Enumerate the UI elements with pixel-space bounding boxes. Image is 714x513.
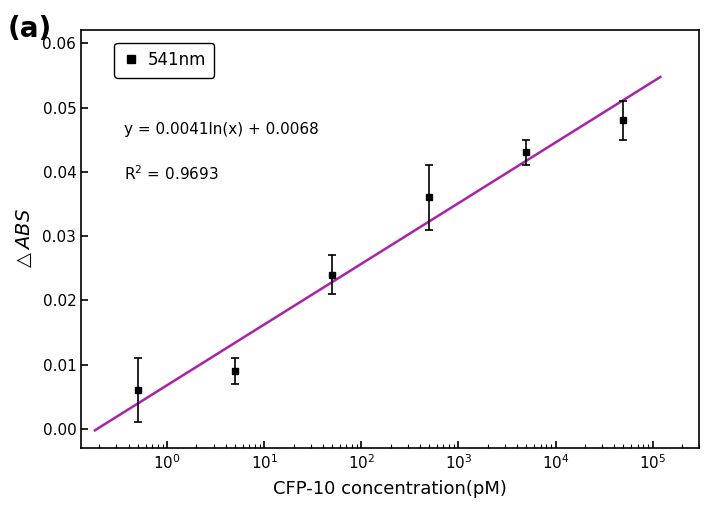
Legend: 541nm: 541nm xyxy=(114,43,214,77)
X-axis label: CFP-10 concentration(pM): CFP-10 concentration(pM) xyxy=(273,480,507,498)
Text: (a): (a) xyxy=(7,15,51,44)
Y-axis label: $\mathdefault{\triangle}$$\it{ABS}$: $\mathdefault{\triangle}$$\it{ABS}$ xyxy=(15,208,34,271)
Text: y = 0.0041ln(x) + 0.0068: y = 0.0041ln(x) + 0.0068 xyxy=(124,122,319,137)
Text: R$^2$ = 0.9693: R$^2$ = 0.9693 xyxy=(124,164,219,183)
